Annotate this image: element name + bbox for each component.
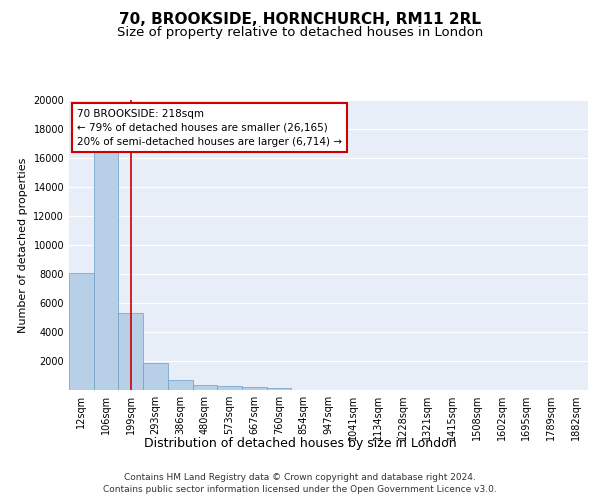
Bar — [118, 313, 143, 390]
Bar — [193, 385, 217, 390]
Bar — [143, 363, 168, 390]
Bar — [94, 151, 118, 390]
Y-axis label: Number of detached properties: Number of detached properties — [18, 158, 28, 332]
Text: Distribution of detached houses by size in London: Distribution of detached houses by size … — [143, 438, 457, 450]
Text: Size of property relative to detached houses in London: Size of property relative to detached ho… — [117, 26, 483, 39]
Bar — [168, 380, 193, 390]
Bar — [217, 386, 242, 390]
Text: Contains HM Land Registry data © Crown copyright and database right 2024.: Contains HM Land Registry data © Crown c… — [124, 472, 476, 482]
Text: 70, BROOKSIDE, HORNCHURCH, RM11 2RL: 70, BROOKSIDE, HORNCHURCH, RM11 2RL — [119, 12, 481, 28]
Bar — [267, 388, 292, 390]
Text: 70 BROOKSIDE: 218sqm
← 79% of detached houses are smaller (26,165)
20% of semi-d: 70 BROOKSIDE: 218sqm ← 79% of detached h… — [77, 108, 342, 146]
Text: Contains public sector information licensed under the Open Government Licence v3: Contains public sector information licen… — [103, 485, 497, 494]
Bar — [69, 272, 94, 390]
Bar — [242, 387, 267, 390]
